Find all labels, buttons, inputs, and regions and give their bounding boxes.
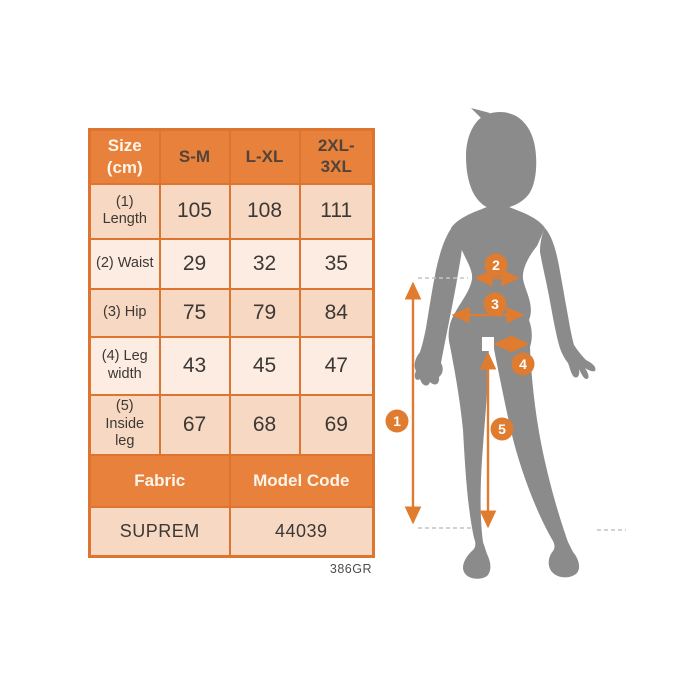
silhouette-right-arm: [540, 228, 596, 379]
style-code-footnote: 386GR: [329, 562, 372, 576]
col-header-s-m: S-M: [158, 128, 231, 185]
marker-2-circle: [484, 253, 508, 277]
silhouette-body: [448, 186, 580, 579]
length-s-m: 105: [158, 182, 231, 240]
row-label-leg-width: (4) Leg width: [88, 335, 161, 396]
marker-4-circle: [511, 352, 535, 376]
inside-leg-s-m: 67: [158, 393, 231, 456]
table-row-length: (1) Length 105 108 111: [88, 182, 375, 240]
length-2xl-3xl: 111: [298, 182, 375, 240]
waist-l-xl: 32: [228, 237, 301, 290]
col-header-l-xl: L-XL: [228, 128, 301, 185]
waist-2xl-3xl: 35: [298, 237, 375, 290]
inside-leg-l-xl: 68: [228, 393, 301, 456]
marker-5: 5: [490, 417, 514, 441]
marker-1-number: 1: [393, 413, 401, 429]
marker-5-number: 5: [498, 421, 506, 437]
crotch-notch: [482, 337, 494, 351]
table-row-leg-width: (4) Leg width 43 45 47: [88, 335, 375, 396]
marker-4-number: 4: [519, 356, 527, 372]
marker-2: 2: [484, 253, 508, 277]
hip-2xl-3xl: 84: [298, 287, 375, 338]
row-label-waist: (2) Waist: [88, 237, 161, 290]
table-row-waist: (2) Waist 29 32 35: [88, 237, 375, 290]
leg-width-s-m: 43: [158, 335, 231, 396]
guide-dashed-lines: [418, 277, 626, 531]
hip-s-m: 75: [158, 287, 231, 338]
model-code-header: Model Code: [228, 453, 375, 508]
measurement-figure-diagram: 1 2 3 4 5: [385, 108, 626, 579]
row-label-hip: (3) Hip: [88, 287, 161, 338]
row-label-inside-leg: (5) Inside leg: [88, 393, 161, 456]
inside-leg-2xl-3xl: 69: [298, 393, 375, 456]
leg-width-l-xl: 45: [228, 335, 301, 396]
model-code-value: 44039: [228, 505, 375, 558]
measure-markers: 1 2 3 4 5: [385, 253, 535, 441]
length-l-xl: 108: [228, 182, 301, 240]
marker-1-circle: [385, 409, 409, 433]
marker-4: 4: [511, 352, 535, 376]
size-cm-header: Size (cm): [88, 128, 161, 185]
fabric-value: SUPREM: [88, 505, 231, 558]
silhouette-hair-cowlick: [471, 108, 490, 119]
table-row-inside-leg: (5) Inside leg 67 68 69: [88, 393, 375, 456]
fabric-header: Fabric: [88, 453, 231, 508]
table-row-hip: (3) Hip 75 79 84: [88, 287, 375, 338]
size-table: Size (cm) S-M L-XL 2XL- 3XL (1) Length 1…: [88, 128, 375, 558]
silhouette-head: [466, 111, 537, 210]
marker-3-circle: [483, 292, 507, 316]
info-header-row: Fabric Model Code: [88, 453, 375, 508]
hip-l-xl: 79: [228, 287, 301, 338]
col-header-2xl-3xl: 2XL- 3XL: [298, 128, 375, 185]
marker-2-number: 2: [492, 257, 500, 273]
leg-width-2xl-3xl: 47: [298, 335, 375, 396]
info-value-row: SUPREM 44039: [88, 505, 375, 558]
marker-3-number: 3: [491, 296, 499, 312]
marker-3: 3: [483, 292, 507, 316]
marker-5-circle: [490, 417, 514, 441]
waist-s-m: 29: [158, 237, 231, 290]
row-label-length: (1) Length: [88, 182, 161, 240]
marker-1: 1: [385, 409, 409, 433]
silhouette-left-arm: [414, 226, 462, 386]
measurement-arrows: [404, 269, 530, 529]
table-header-row: Size (cm) S-M L-XL 2XL- 3XL: [88, 128, 375, 185]
